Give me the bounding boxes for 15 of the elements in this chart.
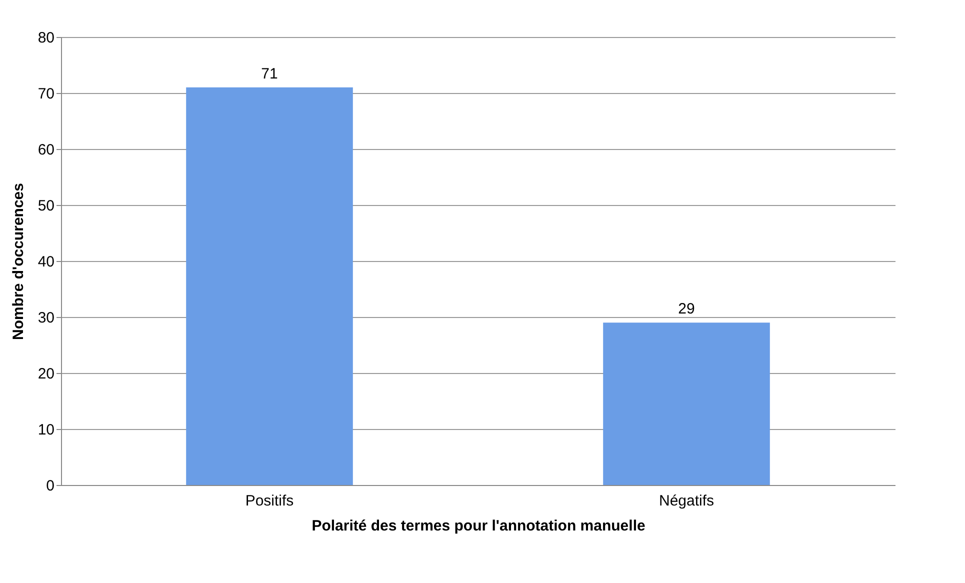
- y-tick-label: 50: [38, 198, 54, 214]
- y-tick-label: 20: [38, 366, 54, 382]
- x-tick-label: Négatifs: [658, 492, 714, 510]
- y-tick-label: 0: [46, 478, 54, 494]
- y-tick-label: 80: [38, 30, 54, 46]
- y-tick-label: 60: [38, 142, 54, 158]
- y-axis-title: Nombre d'occurences: [10, 183, 27, 340]
- y-tick-label: 70: [38, 86, 54, 102]
- y-tick-label: 10: [38, 422, 54, 438]
- x-tick-label: Positifs: [245, 492, 294, 510]
- y-tick-label: 40: [38, 254, 54, 270]
- x-axis-title: Polarité des termes pour l'annotation manuelle: [312, 518, 646, 534]
- data-label: 71: [261, 65, 278, 82]
- y-tick-label: 30: [38, 310, 54, 326]
- data-label: 29: [678, 300, 695, 318]
